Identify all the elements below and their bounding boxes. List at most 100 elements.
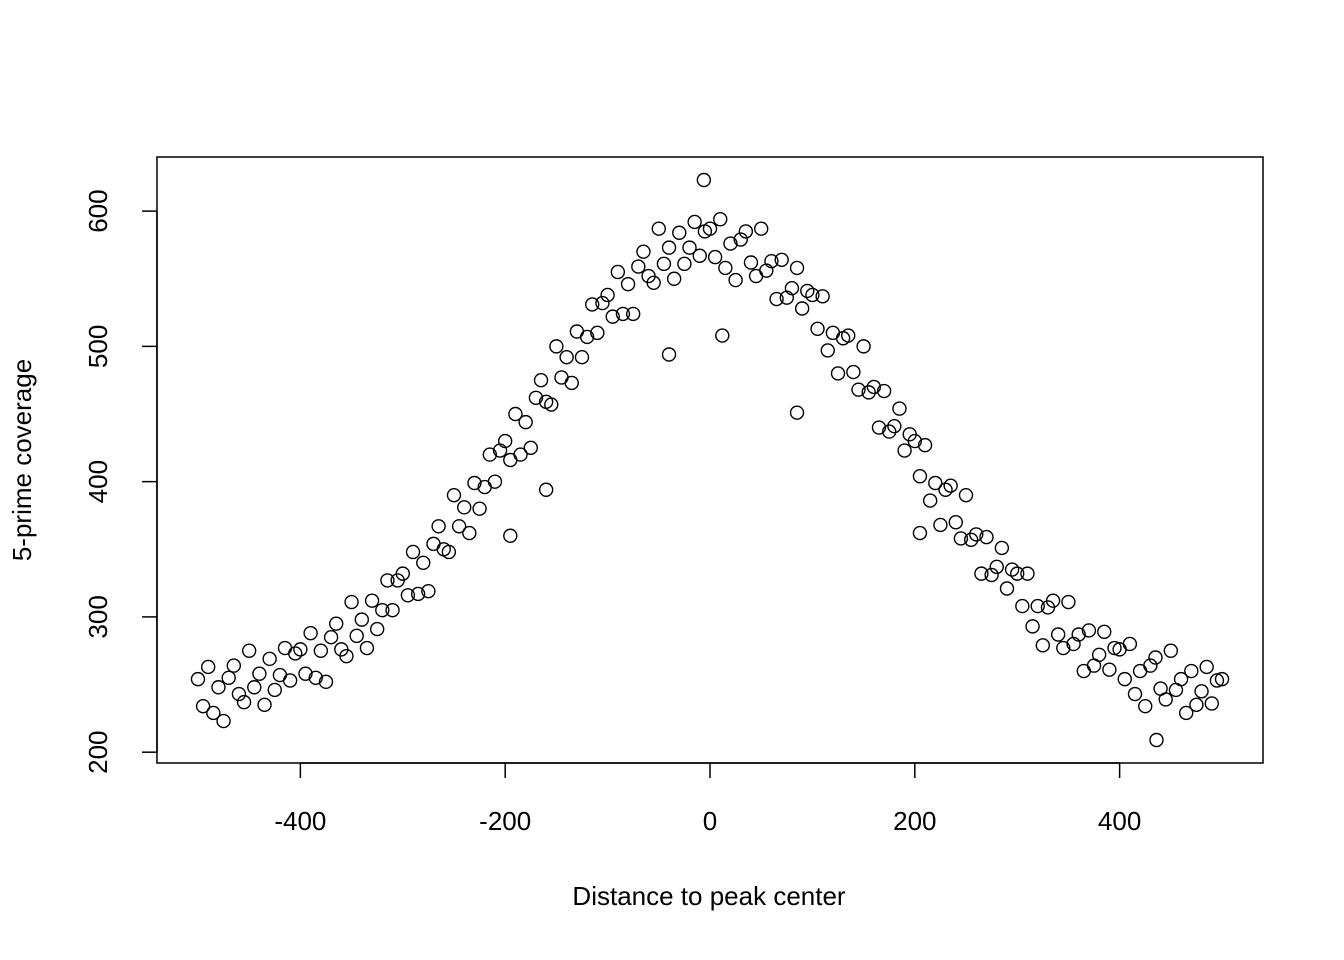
point xyxy=(666,271,682,286)
point xyxy=(702,221,718,236)
x-tick-label: 400 xyxy=(1098,806,1141,836)
point xyxy=(620,276,636,292)
point xyxy=(1163,643,1179,658)
y-tick-label: 600 xyxy=(83,189,113,232)
point xyxy=(764,253,779,269)
point xyxy=(625,306,641,322)
point xyxy=(1149,732,1164,748)
point xyxy=(595,295,610,311)
y-tick-label: 400 xyxy=(83,460,113,503)
point xyxy=(436,542,451,557)
point xyxy=(467,475,482,491)
point xyxy=(948,515,963,530)
point xyxy=(1035,638,1051,653)
point xyxy=(1050,627,1066,642)
point xyxy=(784,281,800,296)
point xyxy=(1061,594,1076,610)
point xyxy=(1081,623,1097,638)
point xyxy=(277,640,293,656)
point xyxy=(794,301,810,316)
point xyxy=(922,493,938,508)
point xyxy=(1209,673,1225,688)
point xyxy=(651,221,666,236)
point xyxy=(907,433,923,449)
point xyxy=(1189,697,1204,713)
x-tick-label: -200 xyxy=(479,806,531,836)
point xyxy=(487,474,503,489)
point xyxy=(769,291,784,307)
point xyxy=(503,452,518,468)
point xyxy=(715,328,730,343)
point xyxy=(974,566,989,581)
point xyxy=(549,339,564,354)
point xyxy=(646,275,661,290)
point xyxy=(349,628,364,644)
point xyxy=(1138,698,1153,714)
point xyxy=(677,256,692,272)
point xyxy=(323,630,339,645)
point xyxy=(743,255,759,270)
point xyxy=(426,536,441,552)
point xyxy=(1071,627,1086,642)
point xyxy=(1173,671,1189,687)
point xyxy=(293,642,308,657)
point xyxy=(696,172,712,188)
point xyxy=(231,686,247,702)
point xyxy=(298,666,313,681)
point xyxy=(559,349,574,365)
point xyxy=(288,646,303,661)
point xyxy=(805,287,820,303)
point xyxy=(1015,598,1030,614)
point xyxy=(1117,671,1132,687)
point xyxy=(1143,658,1158,673)
point xyxy=(928,475,943,491)
point xyxy=(1020,566,1035,581)
point xyxy=(339,648,354,664)
point xyxy=(544,397,559,412)
point xyxy=(523,440,538,456)
point xyxy=(1127,686,1143,702)
point xyxy=(375,602,390,618)
point xyxy=(887,418,902,434)
x-tick-label: -400 xyxy=(274,806,326,836)
point xyxy=(364,593,380,608)
point xyxy=(564,375,579,391)
point xyxy=(226,658,242,673)
point xyxy=(195,698,211,714)
point xyxy=(1194,684,1209,699)
point xyxy=(861,385,876,400)
point xyxy=(441,544,457,560)
point xyxy=(713,212,728,227)
point xyxy=(636,244,651,259)
point xyxy=(431,519,446,534)
point xyxy=(1025,619,1040,634)
point xyxy=(738,224,754,239)
point xyxy=(267,682,282,698)
point xyxy=(497,433,513,449)
point xyxy=(810,321,825,336)
point xyxy=(380,573,395,588)
point xyxy=(457,500,472,515)
point xyxy=(472,501,487,516)
point xyxy=(871,420,887,435)
point xyxy=(518,414,533,430)
point xyxy=(851,382,866,397)
point xyxy=(236,694,252,710)
point xyxy=(631,259,646,274)
point xyxy=(789,405,805,420)
point xyxy=(610,264,626,280)
point xyxy=(1056,640,1071,656)
point xyxy=(963,532,979,548)
point xyxy=(892,401,907,416)
point xyxy=(999,581,1015,596)
point xyxy=(692,248,707,263)
point xyxy=(841,328,856,343)
point xyxy=(953,531,969,546)
point xyxy=(958,487,974,503)
point xyxy=(446,487,462,503)
point xyxy=(190,671,206,687)
point xyxy=(1107,640,1122,656)
point xyxy=(989,559,1004,575)
point xyxy=(1010,566,1025,581)
point xyxy=(503,528,518,543)
